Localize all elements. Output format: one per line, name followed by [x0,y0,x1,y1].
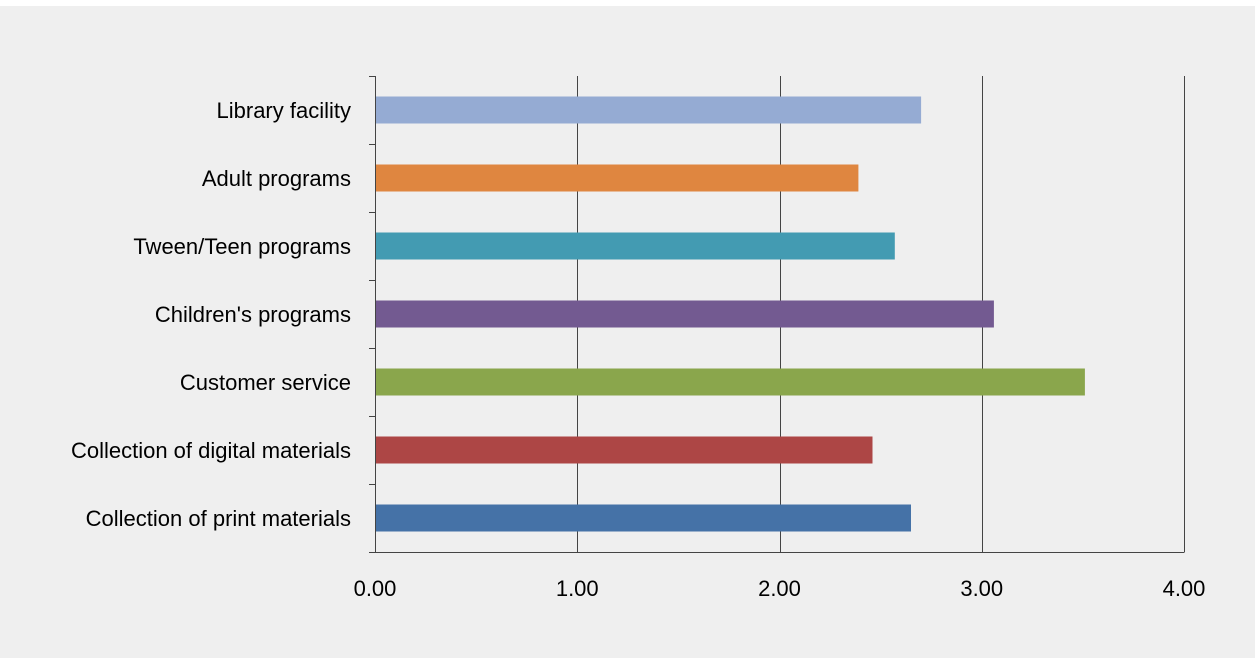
category-label: Tween/Teen programs [133,234,351,259]
category-label: Adult programs [202,166,351,191]
bar-customer-service [375,368,1085,396]
category-label: Collection of print materials [86,506,351,531]
category-label: Collection of digital materials [71,438,351,463]
category-label: Customer service [180,370,351,395]
bars [375,96,1085,532]
bar-children-s-programs [375,300,994,328]
category-label: Library facility [217,98,351,123]
x-tick-label: 1.00 [556,576,599,601]
chart-panel: Library facility Adult programs Tween/Teen… [0,6,1255,658]
axes [369,76,1185,553]
x-tick-label: 3.00 [960,576,1003,601]
x-tick-label: 0.00 [354,576,397,601]
category-label: Children's programs [155,302,351,327]
labels: Library facility Adult programs Tween/Teen… [71,98,1205,601]
bar-library-facility [375,96,922,124]
bar-collection-of-print-materials [375,504,911,532]
bar-chart: Library facility Adult programs Tween/Teen… [71,76,1205,601]
x-tick-label: 4.00 [1163,576,1206,601]
bar-tween-teen-programs [375,232,895,260]
bar-adult-programs [375,164,859,192]
x-tick-label: 2.00 [758,576,801,601]
bar-collection-of-digital-materials [375,436,873,464]
